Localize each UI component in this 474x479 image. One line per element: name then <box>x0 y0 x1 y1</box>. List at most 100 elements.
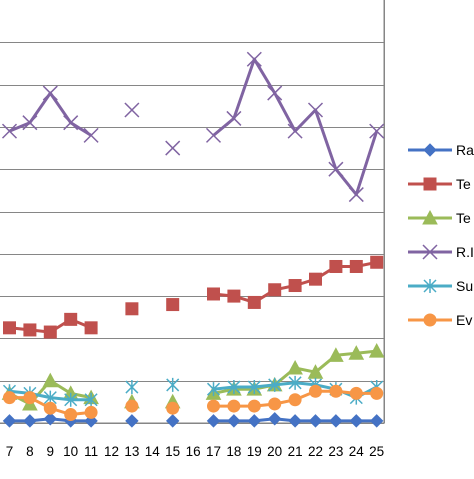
data-point <box>349 386 363 400</box>
data-point <box>84 405 98 419</box>
x-tick-label: 13 <box>124 444 139 459</box>
data-point <box>348 345 365 360</box>
data-point <box>307 102 324 118</box>
data-point <box>206 414 221 428</box>
data-point <box>205 127 222 143</box>
data-point <box>125 399 139 413</box>
data-point <box>247 295 261 309</box>
data-point <box>329 414 343 428</box>
data-point <box>227 399 241 413</box>
data-point <box>268 377 282 392</box>
x-tick-label: 16 <box>186 444 201 459</box>
data-point <box>207 287 220 301</box>
x-tick-label: 21 <box>288 444 303 459</box>
data-point <box>64 408 78 422</box>
data-point <box>3 321 16 335</box>
x-tick-label: 19 <box>247 444 262 459</box>
series-4 <box>1 51 385 203</box>
data-point <box>125 380 139 395</box>
data-point <box>23 414 37 428</box>
data-point <box>43 325 57 339</box>
data-point <box>349 259 363 273</box>
data-point <box>125 302 139 316</box>
data-point <box>369 123 385 139</box>
x-tick-label: 24 <box>349 444 365 459</box>
x-tick-label: 12 <box>104 444 119 459</box>
legend-item: Ra <box>408 142 474 158</box>
legend-label: Te <box>456 176 471 192</box>
data-point <box>328 347 344 362</box>
data-point <box>309 272 322 286</box>
legend-item: Te <box>408 209 471 226</box>
legend-label: Su <box>456 278 473 294</box>
data-point <box>423 143 437 157</box>
data-point <box>288 414 302 428</box>
x-tick-label: 25 <box>369 444 384 459</box>
x-tick-label: 14 <box>145 444 161 459</box>
legend-label: Ra <box>456 142 474 158</box>
plot-area <box>0 0 385 424</box>
data-point <box>422 244 438 260</box>
data-point <box>64 312 78 326</box>
data-point <box>267 412 282 426</box>
data-point <box>125 414 139 428</box>
x-tick-label: 18 <box>226 444 241 459</box>
data-point <box>369 414 384 428</box>
legend-item: Ev <box>408 312 472 328</box>
data-point <box>287 123 303 139</box>
data-point <box>370 386 384 400</box>
data-point <box>206 382 221 397</box>
legend-label: Te <box>456 210 471 226</box>
data-point <box>329 259 343 273</box>
series-6 <box>3 384 384 422</box>
legend-item: R.I <box>408 244 474 260</box>
data-point <box>227 380 241 395</box>
data-point <box>207 399 220 413</box>
data-point <box>166 298 180 312</box>
data-point <box>227 414 241 428</box>
data-point <box>247 414 262 428</box>
data-point <box>247 399 261 413</box>
x-tick-label: 20 <box>267 444 282 459</box>
data-point <box>246 51 262 67</box>
data-point <box>3 391 16 405</box>
legend-label: Ev <box>456 312 472 328</box>
data-point <box>42 372 59 388</box>
data-point <box>23 323 37 337</box>
legend-item: Su <box>408 278 473 294</box>
x-tick-label: 22 <box>308 444 323 459</box>
data-point <box>368 343 385 358</box>
data-point <box>227 289 241 303</box>
data-point <box>348 187 364 203</box>
data-point <box>166 377 180 392</box>
gridlines <box>0 42 384 382</box>
data-point <box>166 401 180 415</box>
x-tick-label: 15 <box>165 444 180 459</box>
data-point <box>288 393 302 407</box>
data-point <box>22 115 38 131</box>
data-point <box>423 279 437 293</box>
x-tick-label: 7 <box>6 444 14 459</box>
data-point <box>423 313 437 327</box>
data-point <box>423 177 437 191</box>
data-point <box>329 384 343 398</box>
data-point <box>84 392 98 407</box>
data-point <box>268 283 282 297</box>
data-point <box>64 392 78 407</box>
data-point <box>226 110 242 126</box>
data-point <box>63 115 79 131</box>
data-point <box>2 414 17 428</box>
x-tick-label: 11 <box>84 444 98 459</box>
data-point <box>370 255 384 269</box>
data-point <box>83 127 99 143</box>
x-tick-label: 23 <box>328 444 343 459</box>
data-point <box>23 391 37 405</box>
legend-label: R.I <box>456 244 474 260</box>
x-tick-label: 8 <box>26 444 34 459</box>
data-point <box>267 85 283 101</box>
data-point <box>422 209 438 225</box>
data-point <box>287 359 303 375</box>
data-point <box>165 140 181 156</box>
